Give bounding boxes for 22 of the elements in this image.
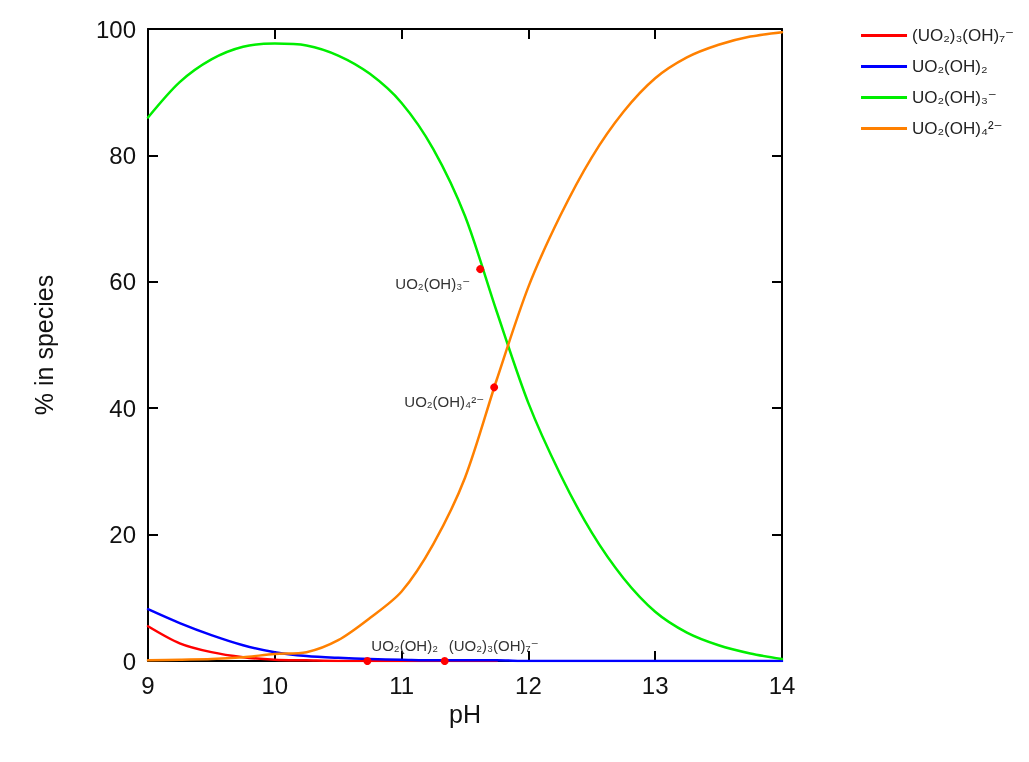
- y-tick-label: 40: [109, 394, 136, 422]
- legend-label: (UO₂)₃(OH)₇⁻: [912, 26, 1014, 45]
- legend-label: UO₂(OH)₃⁻: [912, 88, 997, 107]
- y-axis-title: % in species: [29, 274, 58, 416]
- annotation: UO₂(OH)₂: [371, 637, 439, 654]
- x-axis-title: pH: [449, 700, 481, 729]
- x-tick-label: 10: [261, 671, 289, 699]
- y-tick-label: 80: [109, 141, 136, 169]
- x-tick-label: 9: [141, 671, 155, 699]
- annotation: UO₂(OH)₃⁻: [395, 274, 471, 292]
- annotation: UO₂(OH)₄²⁻: [404, 392, 485, 410]
- y-tick-label: 20: [109, 521, 136, 549]
- x-tick-label: 12: [515, 671, 542, 699]
- x-tick-label: 14: [768, 671, 796, 699]
- y-tick-label: 0: [122, 647, 136, 675]
- x-tick-label: 11: [389, 671, 415, 699]
- y-tick-label: 100: [95, 15, 136, 43]
- y-tick-label: 60: [109, 268, 136, 296]
- legend-label: UO₂(OH)₄²⁻: [912, 119, 1003, 138]
- annotation: (UO₂)₃(OH)₇⁻: [448, 637, 539, 654]
- x-tick-label: 13: [641, 671, 669, 699]
- legend-label: UO₂(OH)₂: [912, 57, 988, 76]
